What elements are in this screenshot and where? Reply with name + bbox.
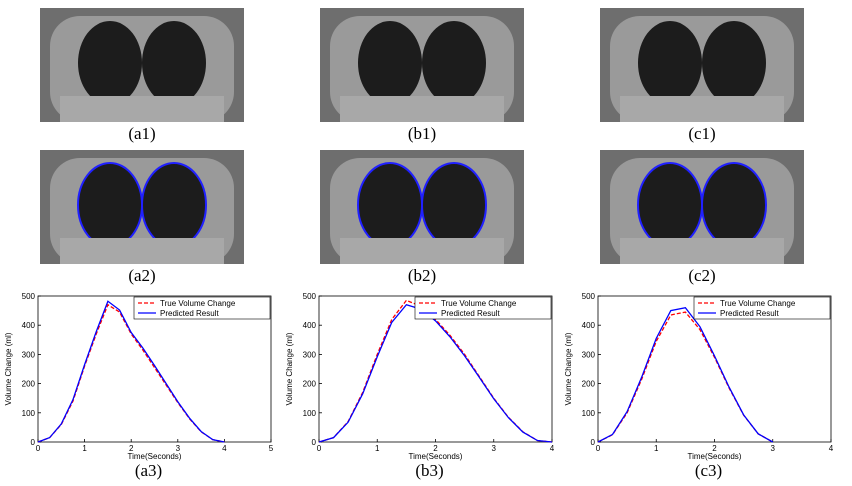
y-tick-label: 400 [303, 321, 317, 330]
y-tick-label: 200 [582, 380, 596, 389]
x-tick-label: 3 [771, 444, 776, 453]
x-tick-label: 1 [82, 444, 87, 453]
legend-label: True Volume Change [160, 299, 236, 308]
x-tick-label: 0 [317, 444, 322, 453]
lung-right [142, 21, 206, 105]
x-tick-label: 4 [550, 444, 555, 453]
image-caption: (c2) [688, 266, 715, 285]
abdomen [60, 238, 224, 264]
ct-image [600, 8, 804, 122]
x-tick-label: 1 [654, 444, 659, 453]
chart-caption: (a3) [135, 461, 162, 480]
legend-label: Predicted Result [441, 309, 500, 318]
y-tick-label: 300 [303, 350, 317, 359]
abdomen [340, 238, 504, 264]
legend-box [414, 296, 552, 320]
x-tick-label: 2 [433, 444, 438, 453]
lung-right [141, 162, 207, 248]
y-tick-label: 400 [582, 321, 596, 330]
x-tick-label: 2 [129, 444, 134, 453]
y-tick-label: 0 [591, 438, 596, 447]
chart-caption: (b3) [415, 461, 443, 480]
ct-image [600, 150, 804, 264]
y-axis-label: Volume Change (ml) [285, 332, 294, 405]
y-tick-label: 0 [31, 438, 36, 447]
abdomen [620, 238, 784, 264]
lung-left [637, 162, 703, 248]
x-tick-label: 4 [829, 444, 834, 453]
y-tick-label: 300 [582, 350, 596, 359]
y-axis-label: Volume Change (ml) [4, 332, 13, 405]
legend-box [693, 296, 831, 320]
x-tick-label: 0 [596, 444, 601, 453]
image-caption: (b1) [408, 124, 436, 143]
y-tick-label: 100 [303, 409, 317, 418]
abdomen [60, 96, 224, 122]
lung-left [638, 21, 702, 105]
lung-right [422, 21, 486, 105]
x-tick-label: 5 [269, 444, 274, 453]
lung-left [77, 162, 143, 248]
y-tick-label: 200 [22, 380, 36, 389]
y-tick-label: 400 [22, 321, 36, 330]
legend-label: True Volume Change [441, 299, 517, 308]
x-tick-label: 3 [492, 444, 497, 453]
plot-frame [37, 295, 272, 443]
image-caption: (b2) [408, 266, 436, 285]
x-tick-label: 2 [712, 444, 717, 453]
legend-box [133, 296, 271, 320]
x-tick-label: 4 [222, 444, 227, 453]
y-tick-label: 500 [582, 292, 596, 301]
y-tick-label: 0 [312, 438, 317, 447]
image-caption: (c1) [688, 124, 715, 143]
y-tick-label: 200 [303, 380, 317, 389]
series-line [597, 306, 774, 443]
lung-left [357, 162, 423, 248]
lung-right [702, 21, 766, 105]
legend-label: Predicted Result [720, 309, 779, 318]
legend-label: True Volume Change [720, 299, 796, 308]
x-axis-label: Time(Seconds) [688, 452, 742, 461]
series-line [37, 300, 225, 443]
y-tick-label: 100 [582, 409, 596, 418]
chart-caption: (c3) [695, 461, 722, 480]
x-axis-label: Time(Seconds) [128, 452, 182, 461]
lung-right [701, 162, 767, 248]
ct-image [320, 150, 524, 264]
x-tick-label: 1 [375, 444, 380, 453]
y-tick-label: 300 [22, 350, 36, 359]
lung-left [78, 21, 142, 105]
x-tick-label: 0 [36, 444, 41, 453]
legend-label: Predicted Result [160, 309, 219, 318]
y-tick-label: 500 [303, 292, 317, 301]
lung-left [358, 21, 422, 105]
ct-image [320, 8, 524, 122]
abdomen [620, 96, 784, 122]
plot-frame [597, 295, 832, 443]
image-caption: (a1) [128, 124, 155, 143]
ct-image [40, 8, 244, 122]
series-line [318, 304, 553, 443]
ct-image [40, 150, 244, 264]
y-tick-label: 500 [22, 292, 36, 301]
x-tick-label: 3 [176, 444, 181, 453]
x-axis-label: Time(Seconds) [409, 452, 463, 461]
y-tick-label: 100 [22, 409, 36, 418]
image-caption: (a2) [128, 266, 155, 285]
abdomen [340, 96, 504, 122]
y-axis-label: Volume Change (ml) [564, 332, 573, 405]
lung-right [421, 162, 487, 248]
